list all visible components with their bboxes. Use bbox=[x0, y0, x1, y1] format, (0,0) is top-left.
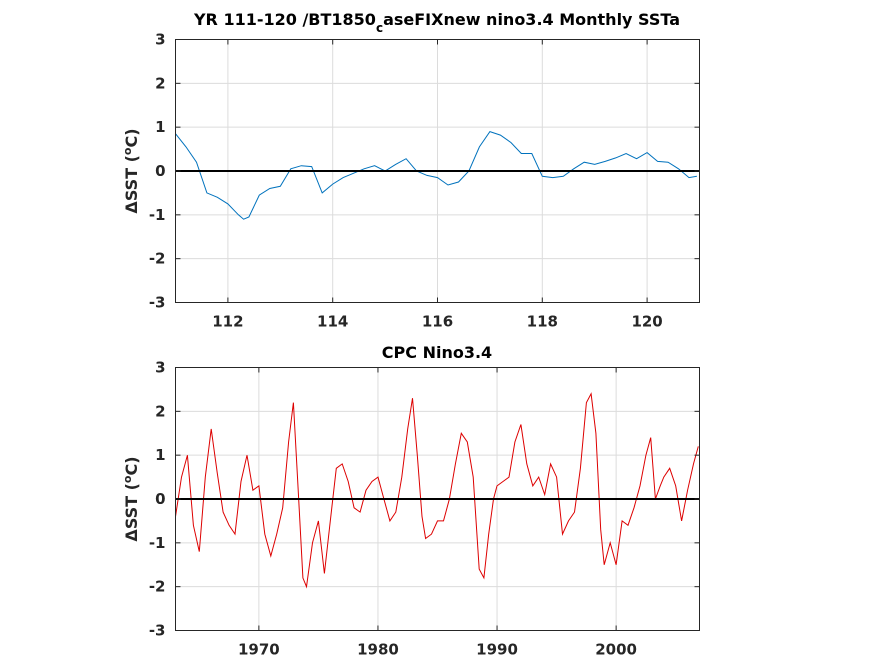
y-tick-label: -3 bbox=[149, 294, 166, 312]
y-tick-label: -1 bbox=[149, 534, 166, 552]
cpc-nino-line bbox=[175, 392, 699, 589]
cpc-y-ticks: -3 -2 -1 0 1 2 3 bbox=[149, 359, 700, 640]
y-tick-label: 0 bbox=[155, 162, 165, 180]
cpc-x-ticks: 1970 1980 1990 2000 bbox=[238, 367, 637, 656]
x-tick-label: 1990 bbox=[476, 641, 518, 656]
y-tick-label: 1 bbox=[155, 446, 165, 464]
y-tick-label: 0 bbox=[155, 490, 165, 508]
model-x-ticks: 112 114 116 118 120 bbox=[212, 39, 663, 331]
x-tick-label: 2000 bbox=[595, 641, 637, 656]
model-sst-panel: 112 114 116 118 120 -3 -2 -1 0 1 2 3 YR 111-120 /B… bbox=[121, 10, 700, 331]
y-tick-label: 3 bbox=[155, 359, 165, 377]
cpc-y-axis-label: ΔSST (oC) bbox=[121, 456, 142, 541]
x-tick-label: 114 bbox=[317, 313, 348, 331]
x-tick-label: 112 bbox=[212, 313, 243, 331]
y-tick-label: 2 bbox=[155, 74, 165, 92]
model-y-ticks: -3 -2 -1 0 1 2 3 bbox=[149, 31, 700, 312]
x-tick-label: 118 bbox=[527, 313, 558, 331]
cpc-plot-title: CPC Nino3.4 bbox=[382, 343, 492, 362]
x-tick-label: 120 bbox=[631, 313, 662, 331]
x-tick-label: 1970 bbox=[238, 641, 280, 656]
y-tick-label: -2 bbox=[149, 250, 166, 268]
y-tick-label: 1 bbox=[155, 118, 165, 136]
x-tick-label: 1980 bbox=[357, 641, 399, 656]
y-tick-label: -2 bbox=[149, 578, 166, 596]
y-tick-label: -3 bbox=[149, 622, 166, 640]
y-tick-label: 3 bbox=[155, 31, 165, 49]
y-tick-label: -1 bbox=[149, 206, 166, 224]
y-tick-label: 2 bbox=[155, 402, 165, 420]
model-sst-line bbox=[175, 131, 697, 220]
model-plot-title: YR 111-120 /BT1850caseFIXnew nino3.4 Mon… bbox=[193, 10, 680, 35]
model-y-axis-label: ΔSST (oC) bbox=[121, 128, 142, 213]
x-tick-label: 116 bbox=[422, 313, 453, 331]
